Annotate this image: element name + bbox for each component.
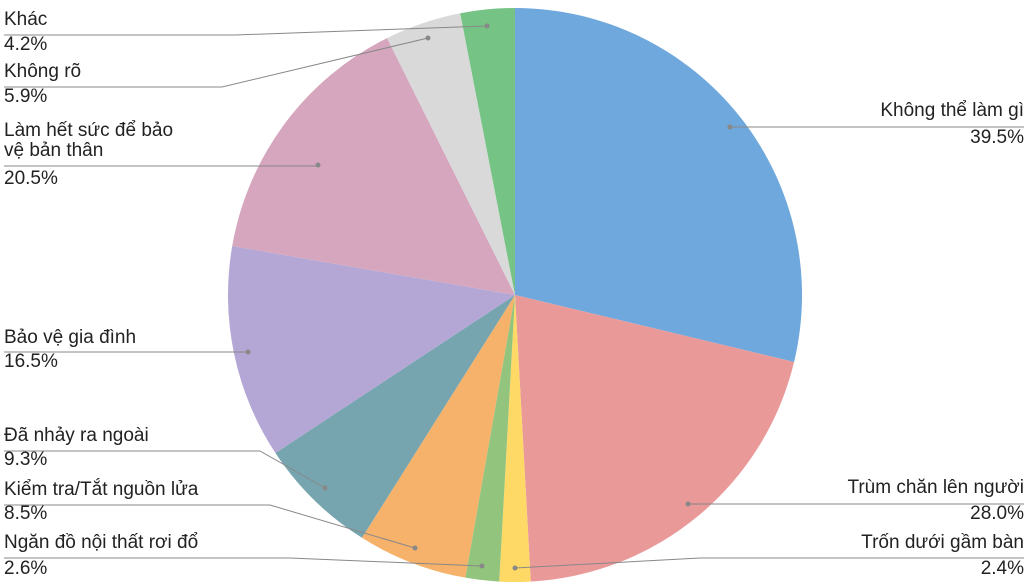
slice-label: Không rõ (4, 61, 82, 82)
slice-label: Trùm chăn lên người (847, 477, 1024, 498)
slice-label: Kiểm tra/Tắt nguồn lửa (4, 479, 199, 500)
leader-dot (412, 545, 418, 551)
value-label: 9.3% (4, 449, 48, 470)
leader-dot (479, 563, 485, 569)
leader-dot (727, 124, 733, 130)
leader-line (4, 504, 416, 549)
pie-slice (465, 295, 515, 582)
value-label: 20.5% (4, 168, 58, 189)
slice-label: Trốn dưới gầm bàn (861, 532, 1024, 553)
value-label: 39.5% (970, 127, 1024, 148)
slice-label: Làm hết sức để bảo vệ bản thân (4, 120, 174, 161)
value-label: 2.4% (980, 558, 1024, 579)
value-label: 5.9% (4, 86, 48, 107)
leader-line (4, 557, 483, 567)
leader-dot (245, 349, 251, 355)
value-label: 4.2% (4, 34, 48, 55)
leader-dot (315, 162, 321, 168)
slice-label: Khác (4, 9, 48, 30)
pie-slice (515, 8, 802, 362)
leader-line (4, 37, 429, 88)
pie-slice (460, 8, 515, 295)
pie-slice (227, 246, 515, 454)
value-label: 16.5% (4, 351, 58, 372)
value-label: 8.5% (4, 503, 48, 524)
slice-label: Đã nhảy ra ngoài (4, 425, 149, 446)
leader-dot (425, 35, 431, 41)
leader-dot (512, 565, 518, 571)
slice-label: Bảo vệ gia đình (4, 327, 137, 348)
pie-slice (361, 295, 515, 578)
leader-line (4, 25, 488, 36)
slice-label: Không thể làm gì (880, 100, 1024, 121)
leader-line (4, 450, 326, 489)
pie-slice (499, 295, 531, 582)
pie-slice (515, 295, 795, 582)
pie-slice (387, 13, 515, 296)
pie-slice (275, 295, 515, 538)
slice-label: Ngăn đồ nội thất rơi đổ (4, 532, 199, 553)
leader-dot (484, 23, 490, 29)
leader-dot (322, 485, 328, 491)
pie-slice (232, 38, 516, 296)
leader-line (514, 557, 1024, 569)
value-label: 2.6% (4, 558, 48, 579)
leader-dot (685, 501, 691, 507)
value-label: 28.0% (970, 503, 1024, 524)
